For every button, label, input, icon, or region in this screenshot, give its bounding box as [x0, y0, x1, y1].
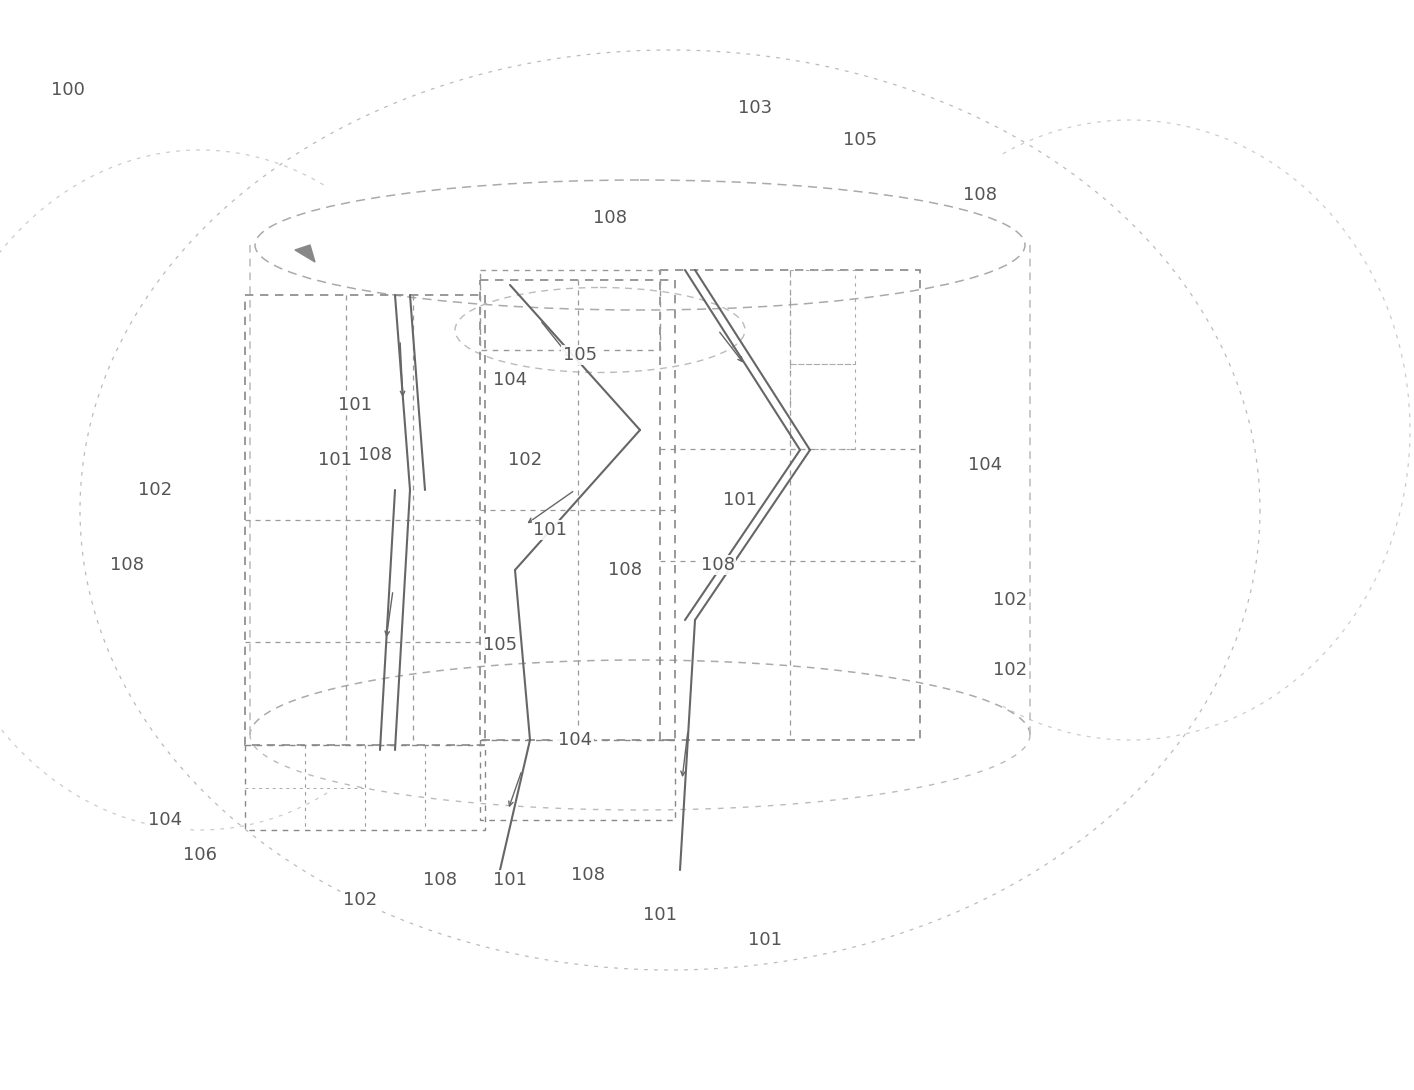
Bar [479, 270, 660, 350]
Bar [790, 270, 855, 364]
Text: 101: 101 [338, 396, 372, 414]
Polygon shape [296, 245, 315, 262]
Text: 104: 104 [493, 371, 527, 389]
Text: 106: 106 [182, 846, 216, 864]
Bar [245, 295, 485, 744]
Text: 103: 103 [738, 99, 772, 117]
Text: 105: 105 [563, 346, 597, 364]
Text: 102: 102 [993, 591, 1027, 609]
Text: 108: 108 [110, 556, 144, 574]
Text: 101: 101 [723, 490, 756, 509]
Bar [790, 364, 855, 449]
Text: 108: 108 [423, 871, 457, 889]
Text: 104: 104 [559, 731, 592, 749]
Text: 104: 104 [148, 811, 182, 829]
Text: 101: 101 [533, 521, 567, 538]
Text: 101: 101 [318, 451, 352, 469]
Text: 104: 104 [969, 456, 1003, 474]
Bar [479, 280, 674, 740]
Text: 101: 101 [643, 906, 677, 924]
Text: 108: 108 [358, 446, 392, 464]
Text: 105: 105 [843, 131, 877, 149]
Text: 100: 100 [51, 81, 85, 99]
Text: 105: 105 [484, 635, 518, 654]
Text: 102: 102 [993, 661, 1027, 679]
Text: 102: 102 [344, 891, 378, 909]
Bar [479, 740, 674, 820]
Text: 108: 108 [592, 209, 626, 227]
Text: 101: 101 [748, 931, 782, 949]
Text: 108: 108 [701, 556, 735, 574]
Text: 102: 102 [139, 481, 173, 499]
Text: 108: 108 [608, 561, 642, 579]
Text: 102: 102 [508, 451, 542, 469]
Text: 108: 108 [571, 865, 605, 884]
Bar [245, 744, 485, 829]
Bar [660, 270, 921, 740]
Text: 101: 101 [493, 871, 527, 889]
Text: 108: 108 [963, 186, 997, 204]
